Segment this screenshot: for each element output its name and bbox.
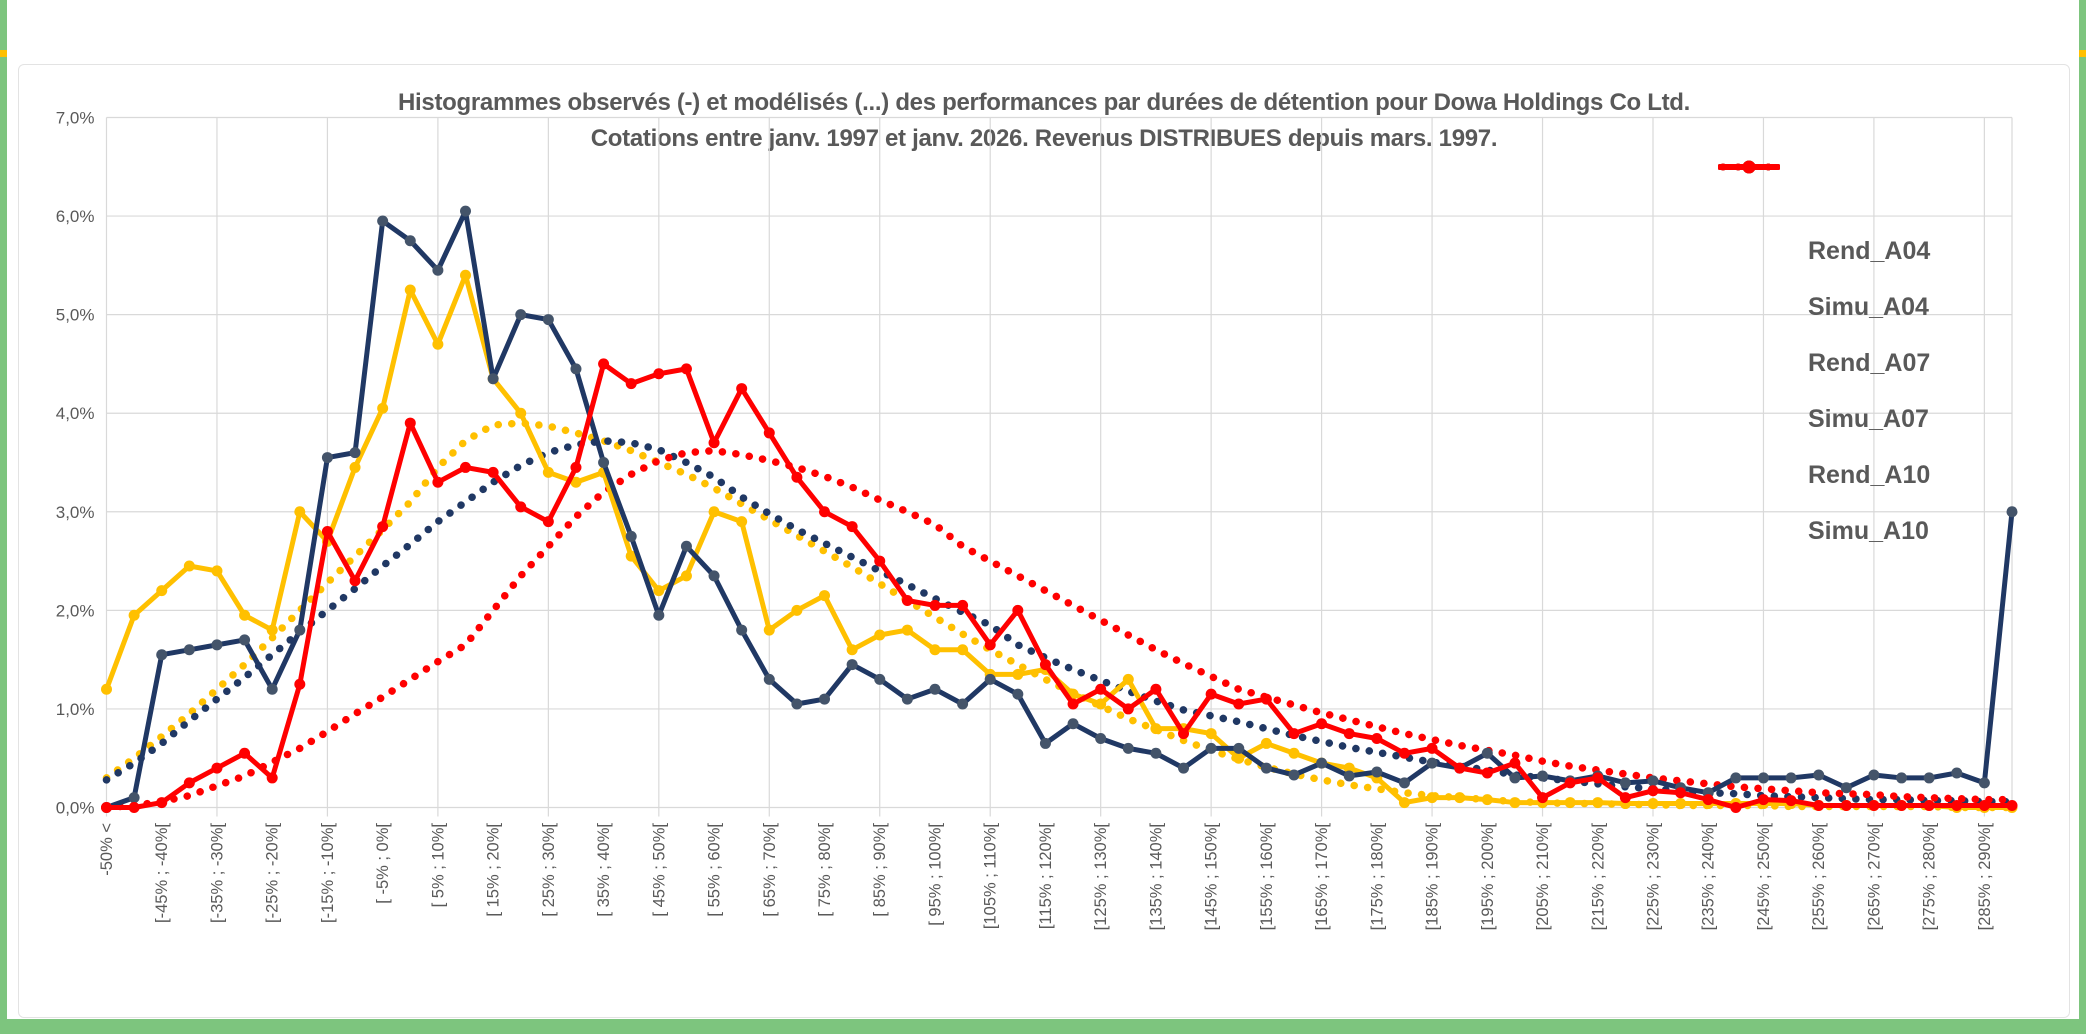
svg-text:[ 65% ; 70%[: [ 65% ; 70%[ bbox=[761, 823, 779, 917]
svg-text:[ 5% ; 10%[: [ 5% ; 10%[ bbox=[429, 823, 447, 908]
legend-label: Simu_A04 bbox=[1808, 293, 1929, 322]
svg-text:[195% ; 200%[: [195% ; 200%[ bbox=[1479, 823, 1497, 931]
legend-item-rend-a07: Rend_A07 bbox=[1736, 335, 1930, 391]
svg-text:[225% ; 230%[: [225% ; 230%[ bbox=[1644, 823, 1662, 931]
svg-text:[135% ; 140%[: [135% ; 140%[ bbox=[1147, 823, 1165, 931]
svg-text:[105% ; 110%[: [105% ; 110%[ bbox=[982, 823, 1000, 930]
svg-text:[185% ; 190%[: [185% ; 190%[ bbox=[1424, 823, 1442, 931]
svg-text:[ 95% ; 100%[: [ 95% ; 100%[ bbox=[926, 823, 944, 926]
svg-text:6,0%: 6,0% bbox=[56, 207, 95, 226]
legend-item-rend-a04: Rend_A04 bbox=[1736, 223, 1930, 279]
legend-item-simu-a10: Simu_A10 bbox=[1736, 503, 1930, 559]
svg-text:[ 45% ; 50%[: [ 45% ; 50%[ bbox=[650, 823, 668, 917]
svg-text:1,0%: 1,0% bbox=[56, 700, 95, 719]
svg-text:[ 75% ; 80%[: [ 75% ; 80%[ bbox=[816, 823, 834, 917]
legend-label: Rend_A04 bbox=[1808, 237, 1930, 266]
svg-text:[-15% ; -10%[: [-15% ; -10%[ bbox=[319, 823, 337, 923]
svg-text:[115% ; 120%[: [115% ; 120%[ bbox=[1037, 823, 1055, 930]
svg-text:[165% ; 170%[: [165% ; 170%[ bbox=[1313, 823, 1331, 931]
legend-label: Simu_A10 bbox=[1808, 517, 1929, 546]
svg-text:-50% <: -50% < bbox=[98, 823, 116, 876]
legend-item-rend-a10: Rend_A10 bbox=[1736, 447, 1930, 503]
svg-text:[235% ; 240%[: [235% ; 240%[ bbox=[1700, 823, 1718, 931]
legend-item-simu-a07: Simu_A07 bbox=[1736, 391, 1930, 447]
svg-text:4,0%: 4,0% bbox=[56, 404, 95, 423]
legend-label: Simu_A07 bbox=[1808, 405, 1929, 434]
svg-text:[ 85% ; 90%[: [ 85% ; 90%[ bbox=[871, 823, 889, 917]
svg-text:[145% ; 150%[: [145% ; 150%[ bbox=[1203, 823, 1221, 931]
svg-text:[ 55% ; 60%[: [ 55% ; 60%[ bbox=[706, 823, 724, 917]
svg-text:[ 25% ; 30%[: [ 25% ; 30%[ bbox=[540, 823, 558, 917]
svg-text:[285% ; 290%[: [285% ; 290%[ bbox=[1976, 823, 1994, 931]
svg-text:[-35% ; -30%[: [-35% ; -30%[ bbox=[208, 823, 226, 923]
svg-text:[205% ; 210%[: [205% ; 210%[ bbox=[1534, 823, 1552, 931]
svg-text:3,0%: 3,0% bbox=[56, 503, 95, 522]
svg-text:[ 15% ; 20%[: [ 15% ; 20%[ bbox=[485, 823, 503, 917]
svg-text:[-25% ; -20%[: [-25% ; -20%[ bbox=[264, 823, 282, 923]
svg-text:[125% ; 130%[: [125% ; 130%[ bbox=[1092, 823, 1110, 931]
svg-text:5,0%: 5,0% bbox=[56, 306, 95, 325]
legend-label: Rend_A10 bbox=[1808, 461, 1930, 490]
svg-text:[ -5% ; 0%[: [ -5% ; 0%[ bbox=[374, 823, 392, 904]
svg-text:[ 35% ; 40%[: [ 35% ; 40%[ bbox=[595, 823, 613, 917]
svg-text:2,0%: 2,0% bbox=[56, 601, 95, 620]
svg-text:[245% ; 250%[: [245% ; 250%[ bbox=[1755, 823, 1773, 931]
svg-text:[275% ; 280%[: [275% ; 280%[ bbox=[1921, 823, 1939, 931]
svg-text:[175% ; 180%[: [175% ; 180%[ bbox=[1368, 823, 1386, 931]
svg-text:[155% ; 160%[: [155% ; 160%[ bbox=[1258, 823, 1276, 931]
svg-text:7,0%: 7,0% bbox=[56, 109, 95, 128]
legend-label: Rend_A07 bbox=[1808, 349, 1930, 378]
chart-legend: Rend_A04 Simu_A04 Rend_A07 Simu_A07 Rend… bbox=[1736, 223, 1930, 559]
svg-text:[-45% ; -40%[: [-45% ; -40%[ bbox=[153, 823, 171, 923]
chart-area: Histogrammes observés (-) et modélisés (… bbox=[18, 64, 2070, 1018]
svg-text:[265% ; 270%[: [265% ; 270%[ bbox=[1865, 823, 1883, 931]
svg-text:[255% ; 260%[: [255% ; 260%[ bbox=[1810, 823, 1828, 931]
svg-text:[215% ; 220%[: [215% ; 220%[ bbox=[1589, 823, 1607, 931]
legend-item-simu-a04: Simu_A04 bbox=[1736, 279, 1930, 335]
svg-text:0,0%: 0,0% bbox=[56, 799, 95, 818]
